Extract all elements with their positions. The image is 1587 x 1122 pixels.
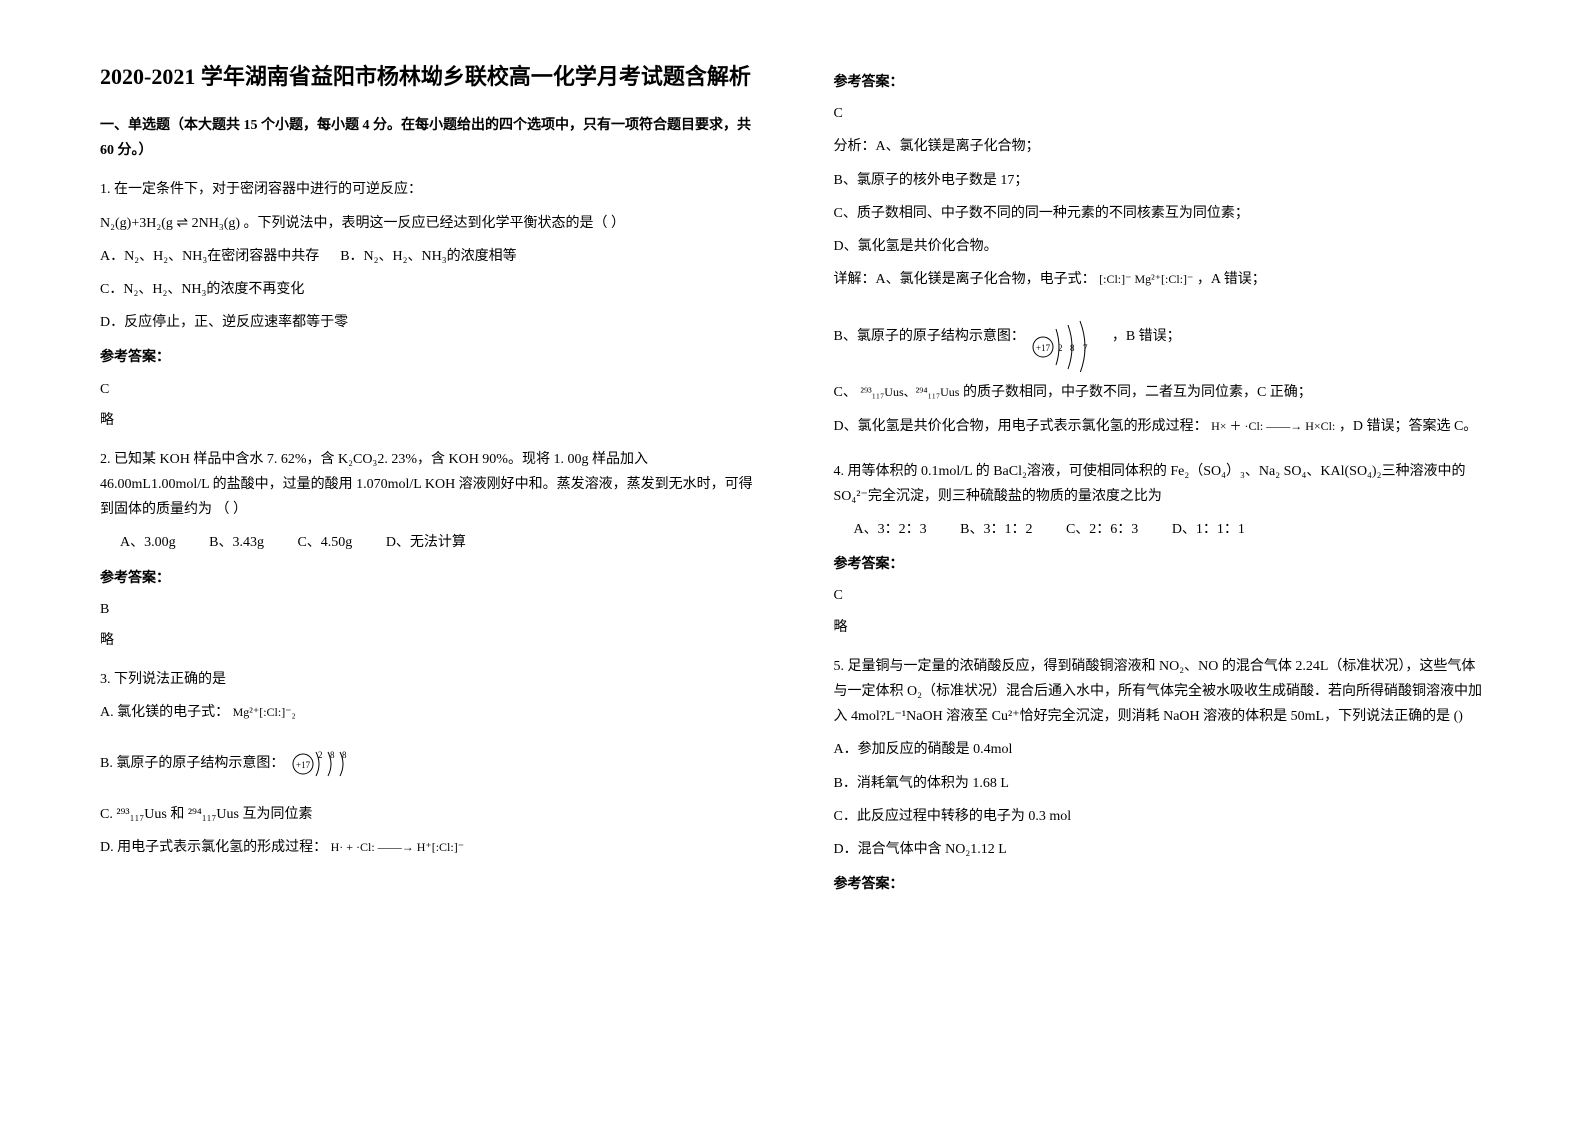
detail-a-formula: [:Cl:]⁻ Mg²⁺[:Cl:]⁻ <box>1099 272 1193 286</box>
document-title: 2020-2021 学年湖南省益阳市杨林坳乡联校高一化学月考试题含解析 <box>100 60 754 93</box>
q1-opt-b: B．N₂、H₂、NH₃的浓度相等 <box>340 249 516 264</box>
detail-c-formula: ²⁹³₁₁₇Uus、²⁹⁴₁₁₇Uus <box>860 385 959 399</box>
q3-opt-b-prefix: B. 氯原子的原子结构示意图： <box>100 756 284 771</box>
svg-text:+17: +17 <box>296 760 311 770</box>
q3-ans-label: 参考答案： <box>834 70 1488 95</box>
q4-explain: 略 <box>834 615 1488 640</box>
detail-c: C、 ²⁹³₁₁₇Uus、²⁹⁴₁₁₇Uus 的质子数相同，中子数不同，二者互为… <box>834 380 1488 405</box>
q5-opt-a: A．参加反应的硝酸是 0.4mol <box>834 737 1488 762</box>
detail-a-prefix: 详解：A、氯化镁是离子化合物，电子式： <box>834 272 1096 287</box>
detail-d: D、氯化氢是共价化合物，用电子式表示氯化氢的形成过程： H× ＋ ·Cl: ——… <box>834 414 1488 439</box>
q3-answer: C <box>834 101 1488 126</box>
q2-explain: 略 <box>100 628 754 653</box>
q2-opt-b: B、3.43g <box>209 535 264 550</box>
q1-answer: C <box>100 377 754 402</box>
q3-opt-a: A. 氯化镁的电子式： Mg²⁺[:Cl:]⁻₂ <box>100 700 754 725</box>
detail-d-suffix: ，D 错误；答案选 C。 <box>1339 419 1477 434</box>
detail-d-prefix: D、氯化氢是共价化合物，用电子式表示氯化氢的形成过程： <box>834 419 1208 434</box>
q5-opt-b: B．消耗氧气的体积为 1.68 L <box>834 771 1488 796</box>
q2-text: 2. 已知某 KOH 样品中含水 7. 62%，含 K₂CO₃2. 23%，含 … <box>100 447 754 523</box>
q2-options: A、3.00g B、3.43g C、4.50g D、无法计算 <box>100 530 754 555</box>
detail-a: 详解：A、氯化镁是离子化合物，电子式： [:Cl:]⁻ Mg²⁺[:Cl:]⁻ … <box>834 267 1488 292</box>
svg-text:+17: +17 <box>1036 343 1051 353</box>
q2-opt-d: D、无法计算 <box>386 535 466 550</box>
atom-structure-icon: +17 2 8 8 <box>288 734 368 794</box>
q1-options: A．N₂、H₂、NH₃在密闭容器中共存 B．N₂、H₂、NH₃的浓度相等 <box>100 244 754 269</box>
q4-opt-d: D、1：1：1 <box>1172 522 1245 537</box>
analysis-a: 分析：A、氯化镁是离子化合物； <box>834 134 1488 159</box>
q4-ans-label: 参考答案： <box>834 552 1488 577</box>
q1-explain: 略 <box>100 408 754 433</box>
svg-text:7: 7 <box>1083 343 1088 353</box>
q5-text: 5. 足量铜与一定量的浓硝酸反应，得到硝酸铜溶液和 NO₂、NO 的混合气体 2… <box>834 654 1488 730</box>
q3-text: 3. 下列说法正确的是 <box>100 667 754 692</box>
detail-d-formula: H× ＋ ·Cl: ——→ H×Cl: <box>1211 419 1335 433</box>
q4-answer: C <box>834 583 1488 608</box>
q3-opt-d-formula: H· + ·Cl: ——→ H⁺[:Cl:]⁻ <box>331 840 464 854</box>
q2-answer: B <box>100 597 754 622</box>
q3-opt-a-formula: Mg²⁺[:Cl:]⁻₂ <box>233 705 296 719</box>
analysis-b: B、氯原子的核外电子数是 17； <box>834 168 1488 193</box>
q4-options: A、3：2：3 B、3：1：2 C、2：6：3 D、1：1：1 <box>834 517 1488 542</box>
detail-a-suffix: ，A 错误； <box>1197 272 1266 287</box>
q3-opt-d: D. 用电子式表示氯化氢的形成过程： H· + ·Cl: ——→ H⁺[:Cl:… <box>100 835 754 860</box>
detail-c-suffix: 的质子数相同，中子数不同，二者互为同位素，C 正确； <box>963 385 1312 400</box>
analysis-d: D、氯化氢是共价化合物。 <box>834 234 1488 259</box>
q3-opt-c: C. ²⁹³₁₁₇Uus 和 ²⁹⁴₁₁₇Uus 互为同位素 <box>100 802 754 827</box>
q1-equation: N₂(g)+3H₂(g ⇌ 2NH₃(g) 。下列说法中，表明这一反应已经达到化… <box>100 211 754 236</box>
detail-c-prefix: C、 <box>834 385 857 400</box>
svg-text:8: 8 <box>330 750 335 760</box>
svg-text:8: 8 <box>1070 343 1075 353</box>
analysis-c: C、质子数相同、中子数不同的同一种元素的不同核素互为同位素； <box>834 201 1488 226</box>
q2-opt-a: A、3.00g <box>120 535 176 550</box>
detail-b: B、氯原子的原子结构示意图： +17 2 8 7 ，B 错误； <box>834 302 1488 372</box>
q4-text: 4. 用等体积的 0.1mol/L 的 BaCl₂溶液，可使相同体积的 Fe₂（… <box>834 459 1488 509</box>
right-column: 参考答案： C 分析：A、氯化镁是离子化合物； B、氯原子的核外电子数是 17；… <box>794 60 1508 1062</box>
q4-opt-b: B、3：1：2 <box>960 522 1032 537</box>
q1-text: 1. 在一定条件下，对于密闭容器中进行的可逆反应： <box>100 177 754 202</box>
q1-opt-c: C．N₂、H₂、NH₃的浓度不再变化 <box>100 277 754 302</box>
atom-structure-icon-b: +17 2 8 7 <box>1028 302 1108 372</box>
svg-text:2: 2 <box>318 750 323 760</box>
q1-opt-d: D．反应停止，正、逆反应速率都等于零 <box>100 310 754 335</box>
q2-ans-label: 参考答案： <box>100 566 754 591</box>
section-one-header: 一、单选题（本大题共 15 个小题，每小题 4 分。在每小题给出的四个选项中，只… <box>100 113 754 163</box>
q3-opt-b: B. 氯原子的原子结构示意图： +17 2 8 8 <box>100 734 754 794</box>
left-column: 2020-2021 学年湖南省益阳市杨林坳乡联校高一化学月考试题含解析 一、单选… <box>80 60 794 1062</box>
q4-opt-a: A、3：2：3 <box>854 522 927 537</box>
q2-opt-c: C、4.50g <box>297 535 352 550</box>
svg-text:2: 2 <box>1058 343 1063 353</box>
svg-text:8: 8 <box>342 750 347 760</box>
q5-opt-d: D．混合气体中含 NO₂1.12 L <box>834 837 1488 862</box>
q3-opt-d-prefix: D. 用电子式表示氯化氢的形成过程： <box>100 840 327 855</box>
detail-b-prefix: B、氯原子的原子结构示意图： <box>834 330 1025 345</box>
q1-ans-label: 参考答案： <box>100 345 754 370</box>
q3-opt-a-prefix: A. 氯化镁的电子式： <box>100 705 229 720</box>
detail-b-suffix: ，B 错误； <box>1112 330 1181 345</box>
q5-opt-c: C．此反应过程中转移的电子为 0.3 mol <box>834 804 1488 829</box>
q5-ans-label: 参考答案： <box>834 872 1488 897</box>
q4-opt-c: C、2：6：3 <box>1066 522 1138 537</box>
q1-opt-a: A．N₂、H₂、NH₃在密闭容器中共存 <box>100 249 319 264</box>
